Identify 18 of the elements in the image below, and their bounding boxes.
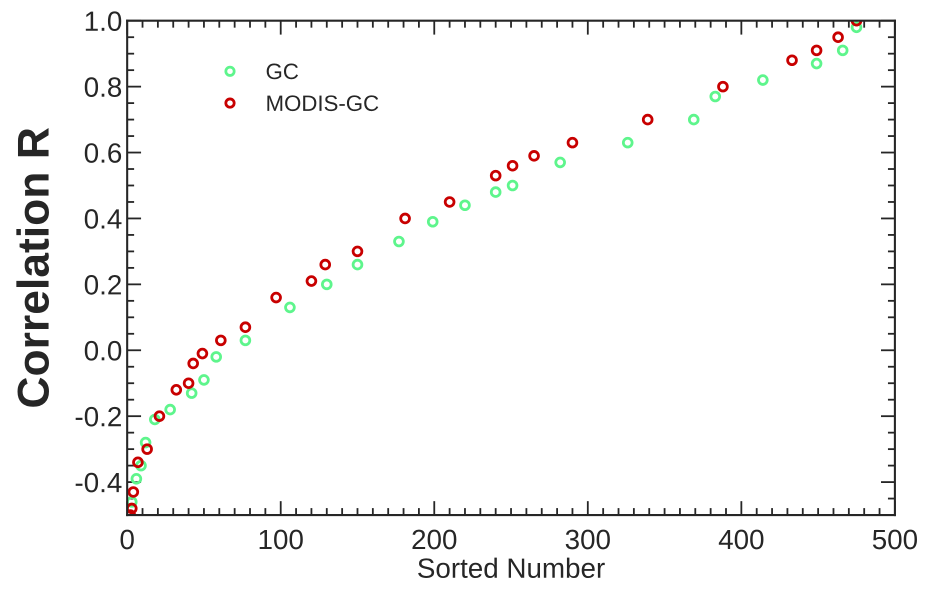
y-tick-label: -0.4 xyxy=(76,472,122,492)
y-tick-label: 0.2 xyxy=(84,275,121,295)
y-axis-title: Correlation R xyxy=(16,128,49,407)
x-tick-label: 0 xyxy=(120,530,134,550)
y-tick-label: 0.4 xyxy=(84,209,122,229)
y-tick-label: -0.2 xyxy=(76,406,121,427)
x-tick-label: 400 xyxy=(718,530,764,550)
y-tick-label: 1.0 xyxy=(86,11,122,32)
y-tick-label: 0.0 xyxy=(84,340,122,361)
legend-label: GC xyxy=(266,64,298,80)
y-tick-label: 0.6 xyxy=(84,143,122,163)
x-tick-label: 100 xyxy=(260,530,303,550)
x-tick-label: 200 xyxy=(412,530,456,550)
legend-label: MODIS-GC xyxy=(267,95,378,112)
x-tick-label: 300 xyxy=(566,530,610,550)
x-tick-label: 500 xyxy=(872,530,917,550)
y-tick-label: 0.8 xyxy=(84,77,122,97)
x-axis-title: Sorted Number xyxy=(418,558,605,578)
